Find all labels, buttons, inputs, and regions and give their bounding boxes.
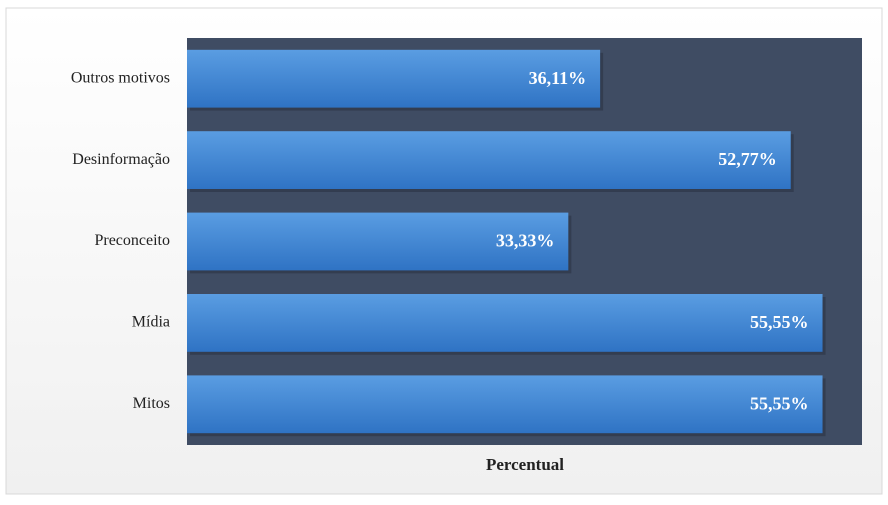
data-label: 52,77%	[718, 149, 777, 169]
bar	[187, 49, 601, 108]
bar	[187, 294, 823, 352]
y-tick-label: Mídia	[132, 314, 170, 331]
bar	[187, 131, 791, 189]
data-label: 36,11%	[529, 68, 587, 88]
y-tick-label: Outros motivos	[71, 69, 170, 86]
data-label: 33,33%	[496, 231, 555, 251]
bar	[187, 375, 823, 434]
data-label: 55,55%	[750, 393, 809, 413]
y-tick-label: Preconceito	[94, 232, 170, 249]
data-label: 55,55%	[750, 312, 809, 332]
bar	[187, 212, 569, 271]
y-tick-label: Mitos	[133, 395, 170, 412]
x-axis-label: Percentual	[486, 455, 564, 474]
y-tick-label: Desinformação	[72, 151, 170, 168]
